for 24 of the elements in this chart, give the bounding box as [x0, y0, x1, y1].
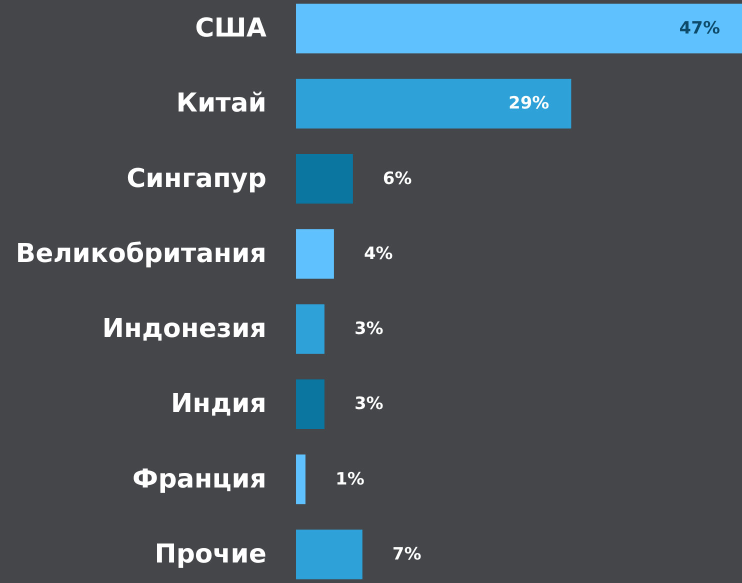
bar	[296, 530, 362, 580]
data-label: 3%	[354, 319, 384, 340]
data-label: 4%	[364, 244, 393, 264]
y-tick-label: Великобритания	[16, 238, 266, 269]
y-tick-label: США	[195, 14, 266, 44]
data-label: 29%	[508, 94, 550, 114]
y-tick-label: Индонезия	[102, 314, 266, 344]
bar	[296, 4, 742, 54]
y-tick-label: Сингапур	[126, 164, 266, 194]
data-label: 3%	[354, 394, 384, 414]
y-tick-label: Франция	[132, 464, 266, 494]
bar	[296, 154, 353, 204]
data-label: 6%	[382, 168, 412, 189]
bar	[296, 379, 324, 429]
bar	[296, 304, 324, 354]
data-label: 1%	[335, 469, 364, 490]
data-label: 47%	[679, 18, 720, 39]
y-tick-label: Китай	[176, 88, 266, 119]
y-tick-label: Прочие	[154, 539, 266, 570]
y-tick-label: Индия	[170, 389, 266, 420]
bar	[296, 454, 306, 504]
data-label: 7%	[392, 544, 422, 564]
bar	[296, 229, 334, 279]
bar	[296, 78, 572, 128]
